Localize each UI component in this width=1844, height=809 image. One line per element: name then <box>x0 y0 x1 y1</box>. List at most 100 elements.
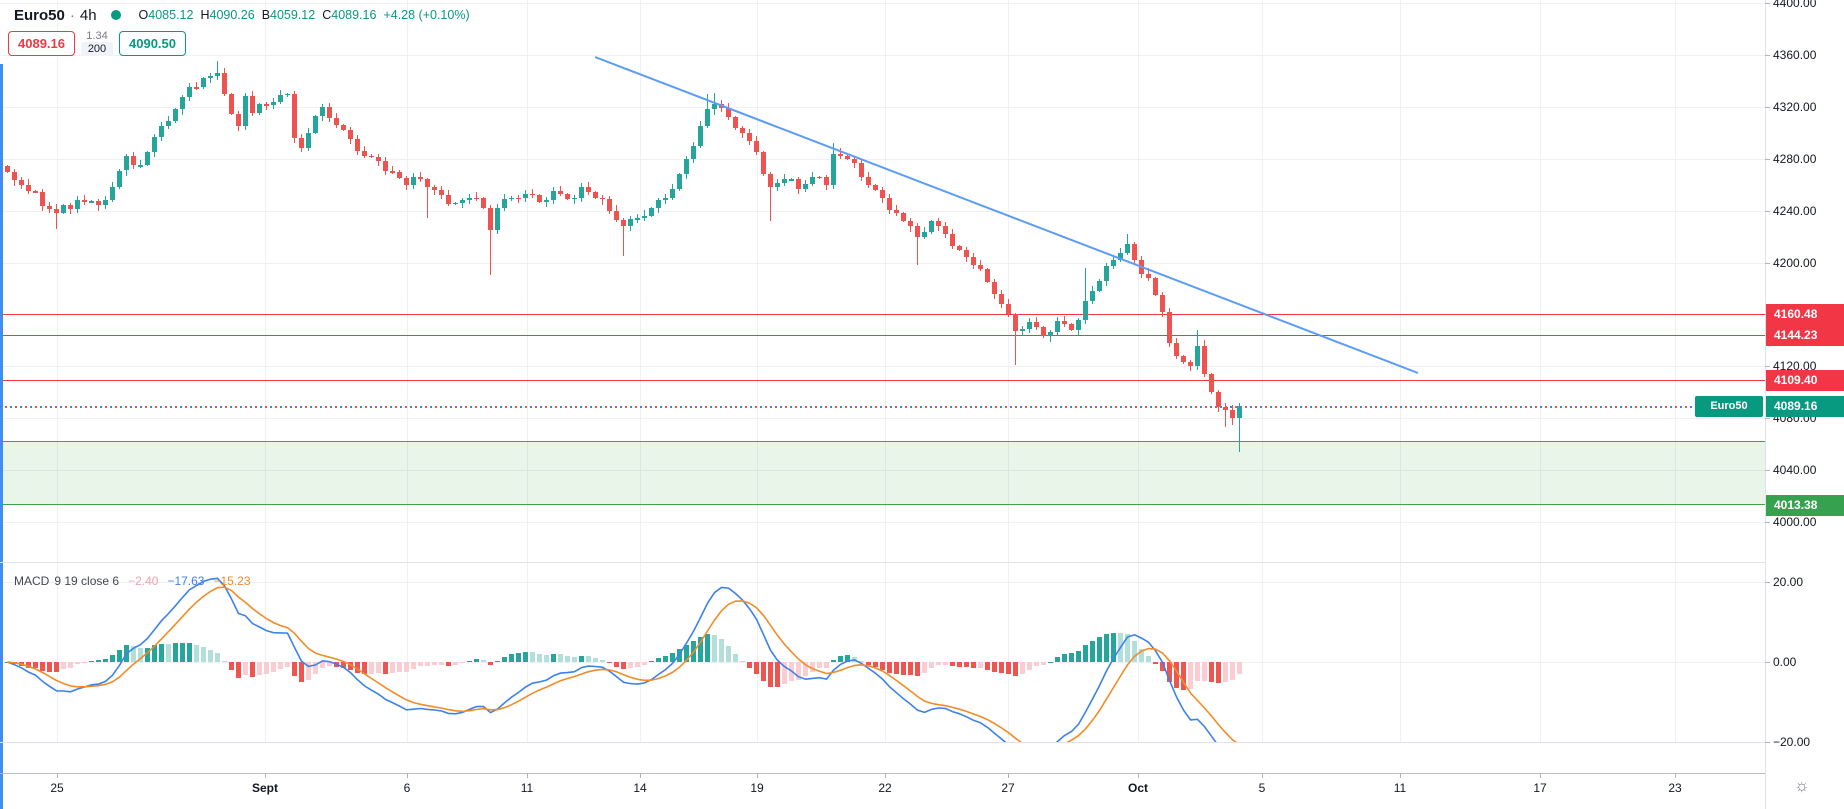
candle-body <box>138 165 143 167</box>
time-gridline <box>1675 0 1676 742</box>
macd-histogram-bar <box>824 662 829 668</box>
pane-separator-price-macd[interactable] <box>0 562 1844 563</box>
candle-body <box>54 208 59 214</box>
resistance-line <box>0 335 1765 336</box>
macd-histogram-bar <box>320 662 325 668</box>
candle-body <box>1048 332 1053 337</box>
candle-wick <box>84 195 85 205</box>
time-axis-tick <box>1675 773 1676 778</box>
macd-histogram-bar <box>47 662 52 672</box>
candle-body <box>551 191 556 200</box>
market-status-dot-icon[interactable] <box>110 10 121 20</box>
macd-params: 9 19 close 6 <box>54 574 120 588</box>
candle-body <box>509 197 514 200</box>
macd-histogram-bar <box>586 656 591 662</box>
candle-body <box>852 158 857 164</box>
candle-wick <box>532 188 533 198</box>
macd-histogram-bar <box>1034 662 1039 667</box>
macd-histogram-bar <box>467 660 472 662</box>
candle-body <box>1041 326 1046 337</box>
candle-wick <box>1022 326 1023 337</box>
candle-body <box>803 183 808 189</box>
candle-body <box>985 268 990 282</box>
candle-body <box>915 226 920 237</box>
time-axis-label: 27 <box>1001 781 1015 795</box>
candle-body <box>159 126 164 137</box>
time-axis-label: 11 <box>520 781 534 795</box>
candle-body <box>1174 342 1179 356</box>
macd-histogram-bar <box>103 658 108 662</box>
macd-histogram-bar <box>243 662 248 676</box>
macd-histogram-bar <box>999 662 1004 674</box>
candle-body <box>754 141 759 153</box>
price-tick-mark <box>1765 470 1770 471</box>
macd-histogram-bar <box>803 662 808 677</box>
candle-body <box>1167 311 1172 343</box>
time-gridline <box>265 0 266 742</box>
macd-histogram-bar <box>677 649 682 662</box>
candle-body <box>124 156 129 171</box>
macd-histogram-bar <box>82 662 87 663</box>
level-price-label: 4109.40 <box>1766 370 1844 391</box>
macd-histogram-bar <box>1048 661 1053 663</box>
candle-body <box>712 104 717 110</box>
axis-settings-gear-icon[interactable]: ☼ <box>1794 776 1810 795</box>
candle-body <box>362 150 367 156</box>
candle-body <box>299 137 304 149</box>
candle-body <box>992 281 997 295</box>
interval-label[interactable]: 4h <box>79 6 97 24</box>
macd-histogram-bar <box>1174 662 1179 688</box>
candle-body <box>1223 406 1228 411</box>
macd-histogram-bar <box>726 645 731 662</box>
sell-bid-button[interactable]: 4089.16 <box>8 30 75 56</box>
candle-body <box>740 128 745 133</box>
macd-histogram-bar <box>852 656 857 662</box>
time-axis-label: 6 <box>403 781 411 795</box>
candle-body <box>180 97 185 110</box>
candle-wick <box>420 172 421 183</box>
candle-body <box>936 220 941 227</box>
macd-histogram-bar <box>1041 662 1046 665</box>
macd-histogram-bar <box>159 643 164 662</box>
macd-histogram-bar <box>1118 633 1123 662</box>
candle-body <box>943 226 948 234</box>
macd-histogram-bar <box>1104 633 1109 662</box>
candle-body <box>642 215 647 219</box>
macd-histogram-bar <box>1132 640 1137 662</box>
macd-histogram-bar <box>1006 662 1011 674</box>
candle-body <box>1153 278 1158 295</box>
price-tick-label: 4120.00 <box>1773 359 1817 373</box>
candle-body <box>684 158 689 175</box>
time-axis-tick <box>1138 773 1139 778</box>
candle-body <box>677 174 682 190</box>
macd-title[interactable]: MACD <box>14 574 50 588</box>
bid-ask-widget: 4089.16 1.34 200 4090.50 <box>8 30 186 56</box>
macd-histogram-bar <box>838 656 843 662</box>
lot-size-value[interactable]: 200 <box>81 42 113 56</box>
candle-body <box>1090 291 1095 302</box>
candle-body <box>901 213 906 221</box>
candle-body <box>432 187 437 190</box>
macd-histogram-bar <box>1013 662 1018 677</box>
buy-ask-button[interactable]: 4090.50 <box>119 30 186 56</box>
time-axis-label: 19 <box>750 781 764 795</box>
candle-body <box>40 191 45 206</box>
pane-separator-macd-bottom[interactable] <box>0 742 1844 743</box>
macd-histogram-bar <box>1097 637 1102 662</box>
ohlc-values: O 4085.12 H 4090.26 B 4059.12 C 4089.16 +4.28 (+… <box>139 8 470 22</box>
candle-body <box>782 179 787 184</box>
candle-wick <box>266 101 267 111</box>
time-axis-tick <box>265 773 266 778</box>
macd-histogram-bar <box>572 657 577 662</box>
ohlc-key: H <box>200 8 210 22</box>
symbol-title[interactable]: Euro50 <box>14 6 65 24</box>
macd-histogram-bar <box>621 662 626 670</box>
time-gridline <box>57 0 58 742</box>
candle-body <box>439 189 444 196</box>
candle-body <box>859 163 864 177</box>
macd-tick-mark <box>1765 582 1770 583</box>
macd-histogram-bar <box>810 662 815 672</box>
macd-histogram-bar <box>502 657 507 662</box>
candle-body <box>523 193 528 198</box>
